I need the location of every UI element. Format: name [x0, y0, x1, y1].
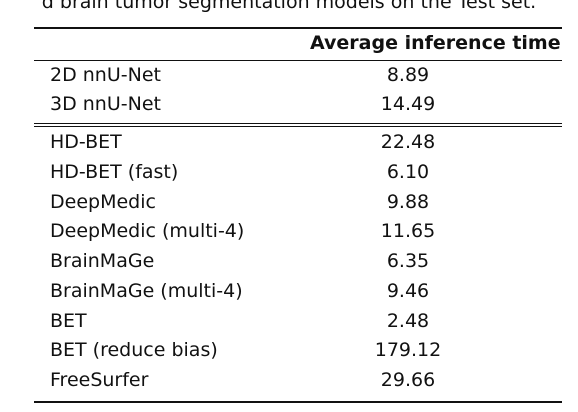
table-row: DeepMedic 9.88	[34, 191, 562, 215]
table-caption: d brain tumor segmentation models on the…	[41, 0, 537, 13]
method-name: 2D nnU-Net	[50, 64, 161, 86]
method-name: DeepMedic	[50, 191, 156, 213]
method-name: BrainMaGe (multi-4)	[50, 280, 243, 302]
inference-time-value: 14.49	[380, 93, 436, 115]
inference-time-value: 22.48	[380, 131, 436, 153]
method-name: FreeSurfer	[50, 369, 149, 391]
table-row: BET 2.48	[34, 310, 562, 334]
method-name: HD-BET (fast)	[50, 161, 179, 183]
inference-time-value: 11.65	[380, 220, 436, 242]
inference-time-value: 6.10	[386, 161, 430, 183]
bottom-rule	[34, 401, 562, 403]
group-separator-rule	[34, 123, 562, 127]
table-row: 3D nnU-Net 14.49	[34, 93, 562, 117]
inference-time-value: 9.46	[386, 280, 430, 302]
inference-time-value: 8.89	[386, 64, 430, 86]
method-name: BET	[50, 310, 87, 332]
inference-time-value: 2.48	[386, 310, 430, 332]
table-row: BrainMaGe 6.35	[34, 250, 562, 274]
table-row: DeepMedic (multi-4) 11.65	[34, 220, 562, 244]
method-name: DeepMedic (multi-4)	[50, 220, 245, 242]
table-row: 2D nnU-Net 8.89	[34, 64, 562, 88]
method-name: HD-BET	[50, 131, 122, 153]
method-name: BrainMaGe	[50, 250, 155, 272]
header-rule	[34, 60, 562, 61]
table-row: BET (reduce bias) 179.12	[34, 339, 562, 363]
table-row: BrainMaGe (multi-4) 9.46	[34, 280, 562, 304]
inference-time-value: 179.12	[374, 339, 442, 361]
table-row: HD-BET (fast) 6.10	[34, 161, 562, 185]
table-row: FreeSurfer 29.66	[34, 369, 562, 393]
method-name: 3D nnU-Net	[50, 93, 161, 115]
table-row: HD-BET 22.48	[34, 131, 562, 155]
method-name: BET (reduce bias)	[50, 339, 218, 361]
inference-time-value: 9.88	[386, 191, 430, 213]
top-rule	[34, 27, 562, 29]
column-header-inference-time: Average inference time	[310, 32, 561, 54]
inference-time-value: 6.35	[386, 250, 430, 272]
inference-time-value: 29.66	[380, 369, 436, 391]
